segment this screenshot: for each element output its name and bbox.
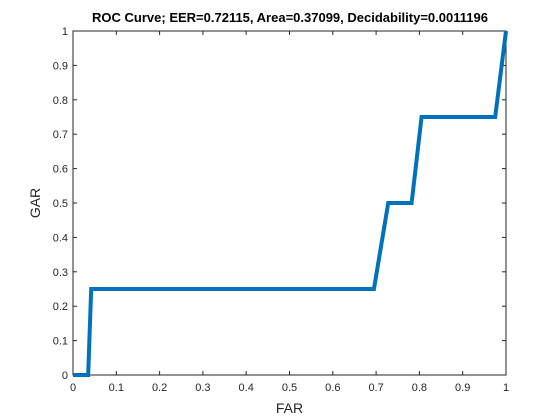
x-tick-label: 0.1 <box>109 382 124 394</box>
axis-ticks: 0 0.1 0.2 0.3 0.4 0.5 0.6 0.7 0.8 0.9 1 0 0.1 0.2 0.3 0… <box>53 26 509 394</box>
y-tick-label: 0.2 <box>53 301 68 313</box>
x-tick-label: 0.8 <box>412 382 427 394</box>
y-tick-label: 0.5 <box>53 198 68 210</box>
y-tick-label: 0.9 <box>53 60 68 72</box>
y-axis-label: GAR <box>27 188 43 218</box>
x-tick-label: 0.4 <box>239 382 254 394</box>
y-tick-label: 0.3 <box>53 267 68 279</box>
y-tick-label: 0.8 <box>53 95 68 107</box>
series-layer <box>73 30 508 377</box>
x-tick-label: 0.3 <box>195 382 210 394</box>
y-tick-label: 0.7 <box>53 129 68 141</box>
x-tick-label: 0.7 <box>368 382 383 394</box>
y-tick-label: 1 <box>62 26 68 38</box>
y-tick-label: 0.1 <box>53 336 68 348</box>
chart-title: ROC Curve; EER=0.72115, Area=0.37099, De… <box>92 10 488 25</box>
plot-area <box>72 30 507 376</box>
y-tick-label: 0.4 <box>53 232 68 244</box>
roc-series-line-0 <box>73 30 508 377</box>
x-tick-label: 0.2 <box>152 382 167 394</box>
y-tick-label: 0 <box>62 370 68 382</box>
x-tick-label: 1 <box>503 382 509 394</box>
x-tick-label: 0.5 <box>282 382 297 394</box>
x-tick-label: 0.9 <box>455 382 470 394</box>
x-tick-label: 0.6 <box>325 382 340 394</box>
x-axis-label: FAR <box>276 400 303 416</box>
y-tick-label: 0.6 <box>53 164 68 176</box>
x-tick-label: 0 <box>70 382 76 394</box>
